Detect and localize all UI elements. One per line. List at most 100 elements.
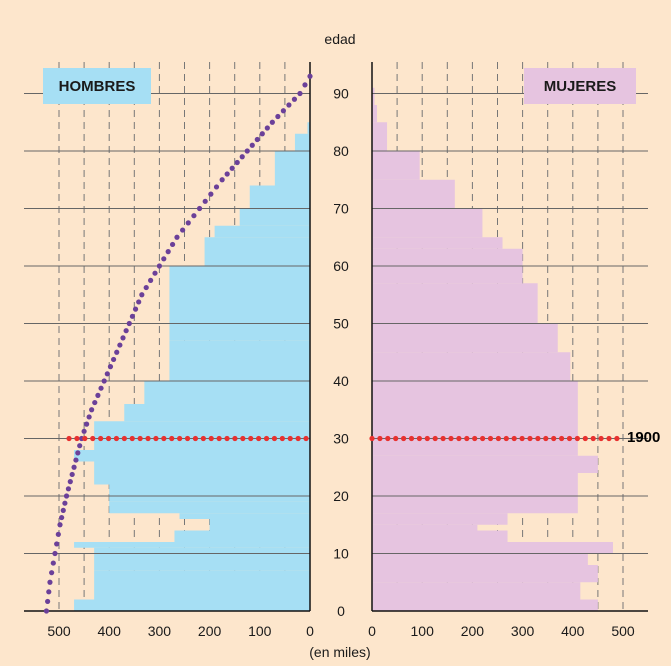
women-bars <box>372 87 613 611</box>
line-1900-dot <box>377 435 383 442</box>
curve-dot <box>69 471 75 478</box>
curve-dot <box>84 421 90 427</box>
line-1900-dot <box>424 435 430 442</box>
line-1900-dot <box>472 435 478 442</box>
y-tick-label: 40 <box>333 373 349 389</box>
women-x-tick-label: 400 <box>561 623 585 639</box>
curve-dot <box>104 371 110 377</box>
line-1900-dot <box>582 435 588 442</box>
curve-dot <box>286 102 292 108</box>
women-bar <box>372 599 598 611</box>
curve-dot <box>110 356 117 363</box>
curve-dot <box>120 335 126 341</box>
curve-dot <box>152 270 158 276</box>
men-bar <box>204 237 310 266</box>
men-dotted-curve <box>43 73 313 614</box>
tick-labels: 0 10 20 30 40 50 60 70 80 90 500 400 300 200 100 0 0 100 2… <box>47 86 635 640</box>
men-bar <box>74 599 310 611</box>
line-1900-dot <box>511 435 517 442</box>
curve-dot <box>129 313 136 319</box>
line-1900-dot <box>105 435 112 442</box>
line-1900-dot <box>177 435 183 442</box>
men-x-tick-label: 500 <box>47 623 71 639</box>
line-1900-dot <box>256 435 262 442</box>
line-1900 <box>66 435 620 442</box>
line-1900-dot <box>598 435 604 442</box>
women-bar <box>372 323 558 353</box>
curve-dot <box>291 96 298 102</box>
curve-dot <box>46 589 52 595</box>
men-x-tick-label: 300 <box>148 623 172 639</box>
curve-dot <box>123 328 129 334</box>
line-1900-dot <box>416 435 422 442</box>
curve-dot <box>202 198 208 204</box>
curve-dot <box>60 507 66 513</box>
curve-dot <box>169 241 176 248</box>
curve-dot <box>101 378 107 384</box>
women-label: MUJERES <box>544 78 617 95</box>
axes <box>24 62 648 612</box>
line-1900-dot <box>495 435 501 442</box>
men-bar <box>174 530 310 542</box>
men-bar <box>249 185 310 209</box>
line-1900-dot <box>192 435 199 442</box>
line-1900-dot <box>432 435 438 442</box>
curve-dot <box>89 407 95 413</box>
curve-dot <box>213 184 220 190</box>
men-label: HOMBRES <box>59 78 136 95</box>
curve-dot <box>174 234 180 240</box>
women-x-tick-label: 0 <box>368 623 376 639</box>
men-bar <box>74 450 310 462</box>
women-bar <box>372 427 578 456</box>
x-unit-label: (en miles) <box>309 644 370 660</box>
curve-dot <box>259 131 265 137</box>
line-1900-dot <box>240 435 246 442</box>
curve-dot <box>54 541 60 547</box>
women-bar <box>372 513 508 525</box>
y-tick-label: 90 <box>333 86 349 102</box>
men-bar <box>94 570 310 600</box>
curve-dot <box>43 608 50 614</box>
line-1900-dot <box>590 435 596 442</box>
line-1900-dot <box>456 435 462 442</box>
men-bar <box>169 340 310 381</box>
curve-dot <box>132 306 139 312</box>
line-1900-dot <box>606 435 612 442</box>
men-bar <box>94 461 310 485</box>
line-1900-dot <box>535 435 541 442</box>
curve-dot <box>57 522 63 528</box>
curve-dot <box>114 349 120 355</box>
men-x-tick-label: 100 <box>248 623 272 639</box>
men-x-tick-label: 0 <box>306 623 314 639</box>
women-bar <box>372 179 455 209</box>
curve-dot <box>52 550 58 557</box>
line-1900-dot <box>184 435 191 442</box>
line-1900-dot <box>543 435 549 442</box>
men-bar <box>74 542 310 548</box>
women-x-tick-label: 100 <box>411 623 435 639</box>
curve-dot <box>249 142 255 148</box>
curve-dot <box>185 220 191 226</box>
women-bar <box>372 524 478 531</box>
women-bar <box>372 381 578 427</box>
curve-dot <box>59 514 65 521</box>
curve-dot <box>280 108 286 114</box>
women-bar <box>372 565 598 583</box>
line-1900-dot <box>153 435 159 442</box>
curve-dot <box>139 292 145 298</box>
men-bar <box>169 266 310 324</box>
y-tick-label: 20 <box>333 488 349 504</box>
line-1900-dot <box>369 435 375 442</box>
line-1900-dot <box>98 435 104 442</box>
line-1900-dot <box>232 435 238 442</box>
curve-dot <box>302 82 308 88</box>
women-bar <box>372 352 571 381</box>
curve-dot <box>229 165 235 171</box>
line-1900-dot <box>137 435 143 442</box>
men-bar <box>169 323 310 341</box>
men-bar <box>109 484 310 502</box>
women-bar <box>372 208 483 238</box>
line-1900-dot <box>279 435 285 442</box>
curve-dot <box>136 299 142 305</box>
age-axis-label: edad <box>324 31 355 47</box>
